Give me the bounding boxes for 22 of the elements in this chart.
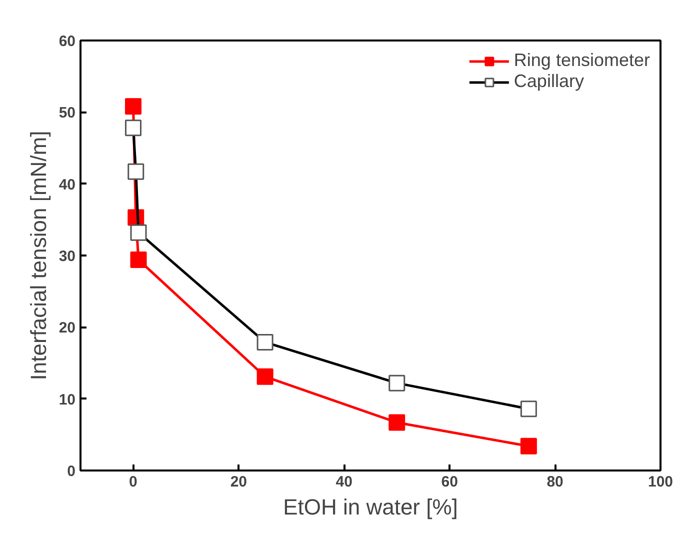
point — [256, 368, 274, 385]
y-tick-label: 40 — [58, 176, 76, 194]
y-tick-label: 20 — [58, 320, 76, 337]
legend-label: Capillary — [514, 71, 584, 92]
x-tick-label: 40 — [336, 474, 352, 490]
point — [520, 438, 537, 454]
x-tick-label: 0 — [129, 474, 138, 490]
x-tick-label: 100 — [648, 474, 674, 490]
x-tick-label: 20 — [230, 474, 248, 490]
y-tick-label: 50 — [58, 104, 76, 122]
y-tick-label: 0 — [67, 463, 76, 480]
point — [388, 414, 406, 431]
legend-label: Ring tensiometer — [514, 50, 650, 71]
point — [130, 252, 147, 268]
y-tick-label: 10 — [58, 391, 76, 408]
x-axis-title: EtOH in water [%] — [283, 494, 458, 520]
x-tick-label: 60 — [441, 474, 458, 490]
point — [124, 98, 142, 115]
x-tick-label: 80 — [546, 474, 564, 490]
y-tick-label: 60 — [58, 33, 76, 50]
y-tick-label: 30 — [58, 248, 76, 265]
y-axis-title: Interfacial tension [mN/m] — [26, 130, 51, 380]
